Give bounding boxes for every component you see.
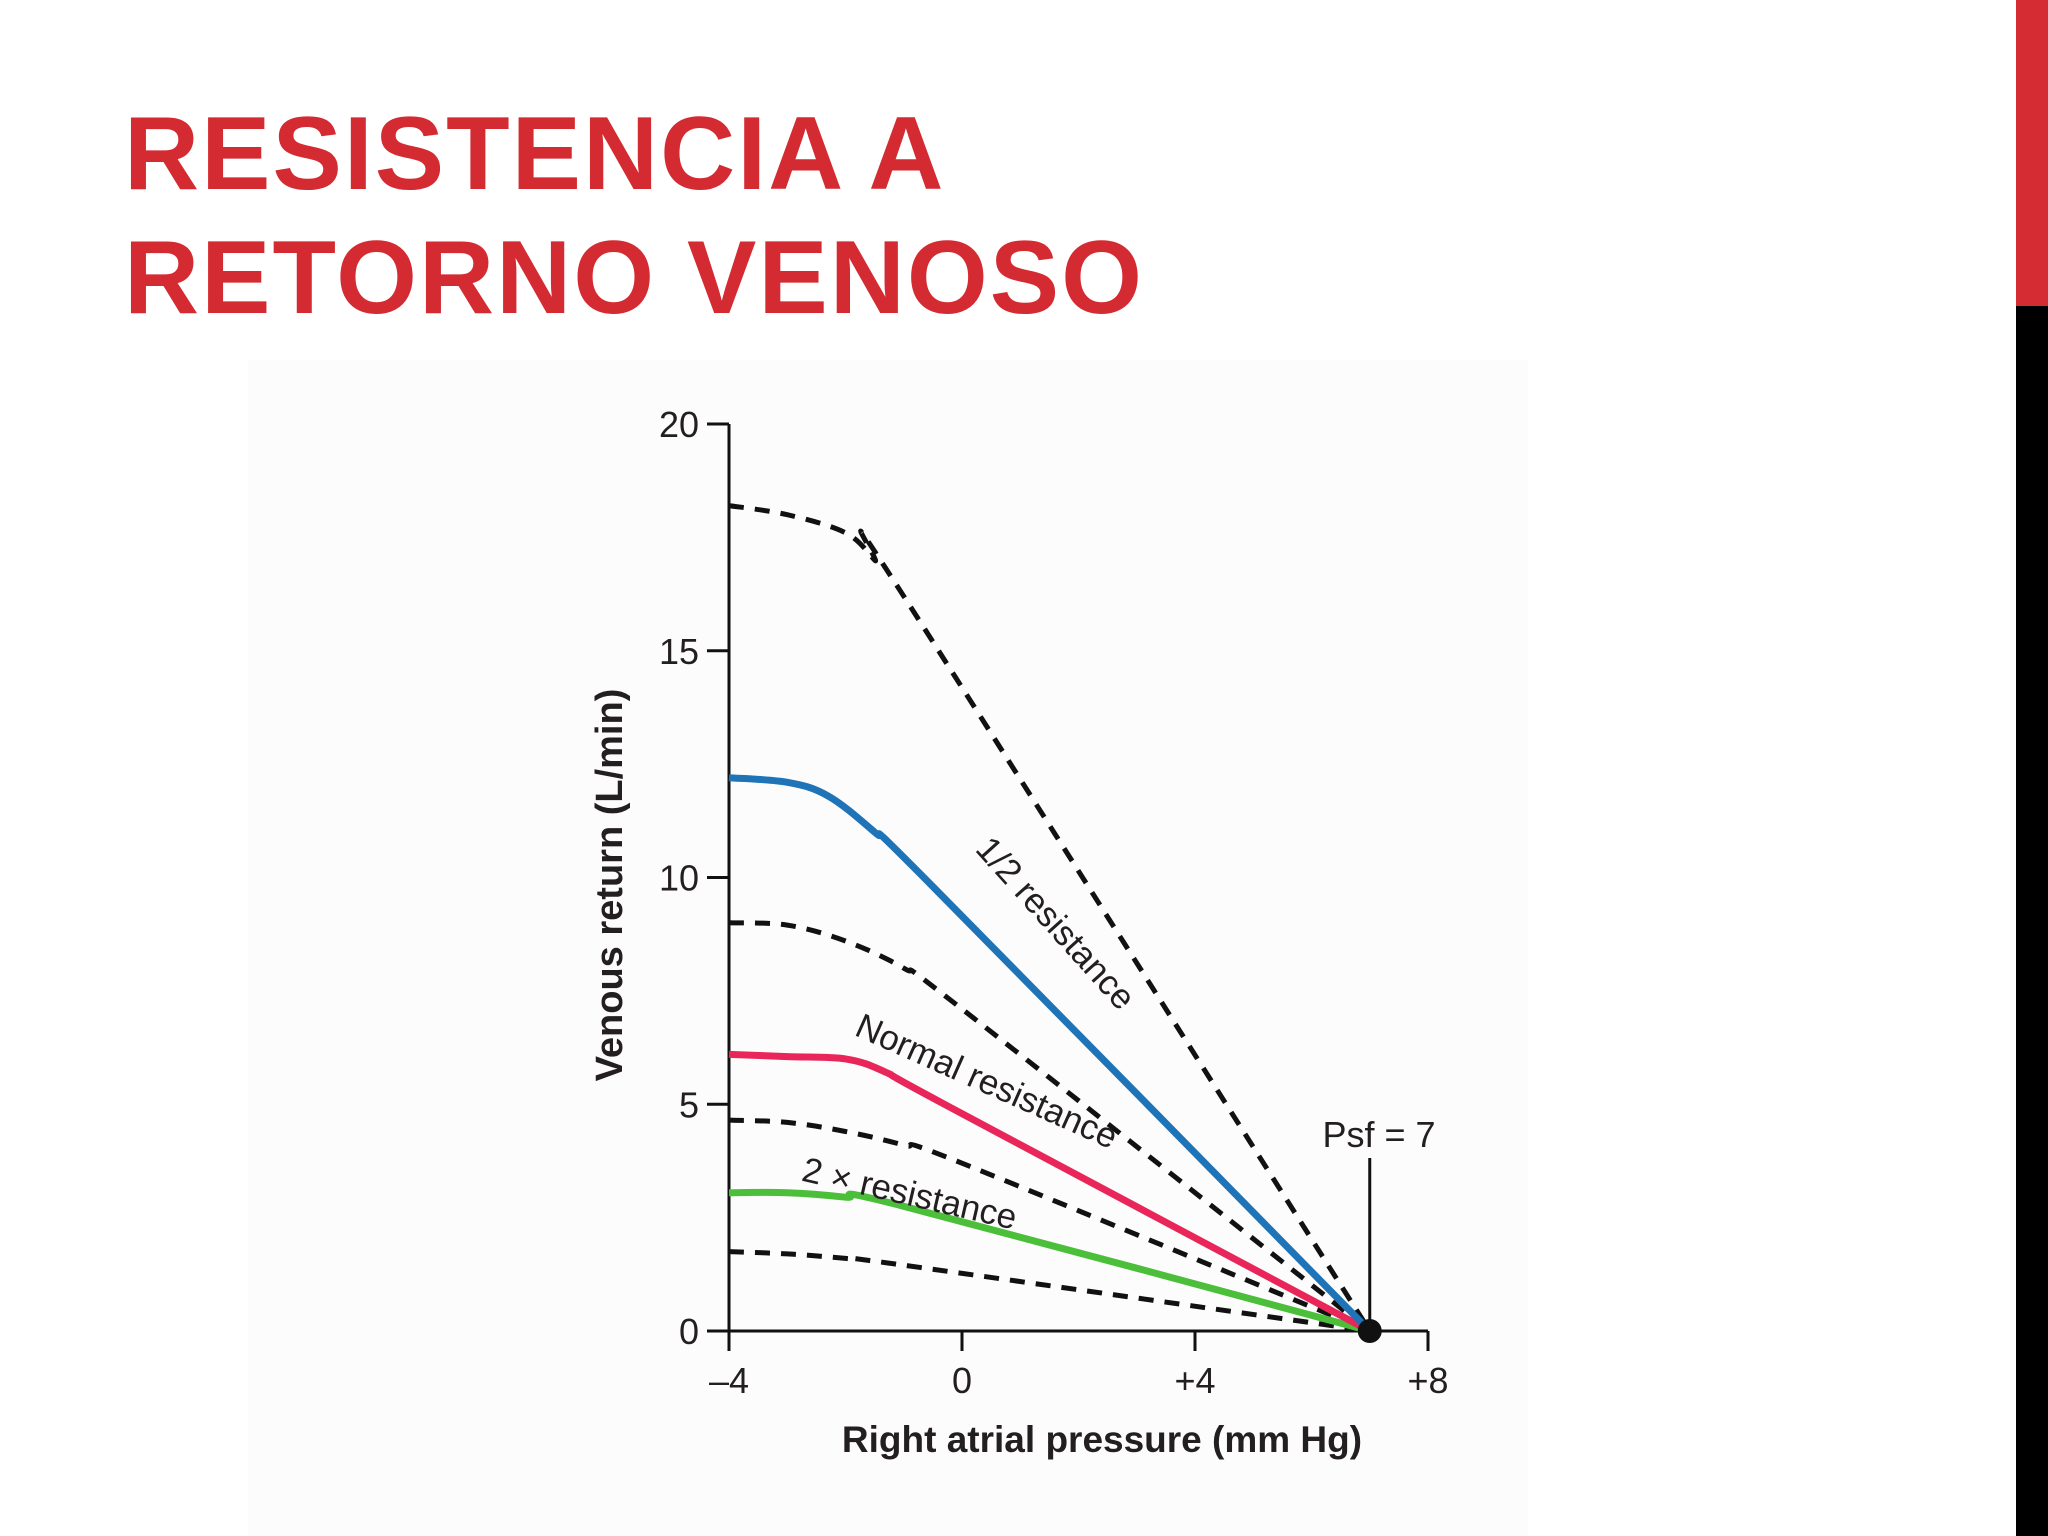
psf-label: Psf = 7 xyxy=(1322,1114,1435,1155)
y-ticks: 0 5 10 15 20 xyxy=(659,404,729,1352)
slide-title-line-1: RESISTENCIA A xyxy=(124,96,946,212)
slide-title-line-2: RETORNO VENOSO xyxy=(124,220,1145,336)
accent-bar-red xyxy=(2016,0,2048,306)
y-tick-label: 15 xyxy=(659,631,699,672)
x-axis-title: Right atrial pressure (mm Hg) xyxy=(842,1419,1362,1460)
dashed-isobar-line-4 xyxy=(728,920,1372,1333)
x-tick-label: +8 xyxy=(1407,1360,1448,1401)
series-label-double-resistance: 2 × resistance xyxy=(799,1150,1021,1237)
y-axis-title: Venous return (L/min) xyxy=(589,689,631,1082)
y-tick-label: 0 xyxy=(679,1311,699,1352)
series-line-2 xyxy=(728,1188,1371,1335)
x-tick-label: 0 xyxy=(952,1360,972,1401)
series-line-0 xyxy=(728,774,1373,1334)
slide-title: RESISTENCIA A RETORNO VENOSO xyxy=(124,92,1144,340)
psf-point xyxy=(1357,1319,1382,1343)
x-tick-label: –4 xyxy=(709,1360,749,1401)
y-tick-label: 20 xyxy=(659,404,699,445)
dashed-isobar-line-5 xyxy=(728,1117,1371,1334)
series-line-1 xyxy=(728,1050,1372,1335)
accent-bar-black xyxy=(2016,306,2048,1536)
dashed-isobar-line-6 xyxy=(728,1249,1371,1334)
dashed-isobar-line-3 xyxy=(728,503,1372,1333)
series-layer xyxy=(728,503,1373,1335)
y-tick-label: 10 xyxy=(659,858,699,899)
series-label-half-resistance: 1/2 resistance xyxy=(968,829,1143,1017)
chart-panel xyxy=(248,360,1528,1536)
x-tick-label: +4 xyxy=(1174,1360,1215,1401)
x-ticks: –4 0 +4 +8 xyxy=(709,1331,1449,1401)
y-tick-label: 5 xyxy=(679,1084,699,1125)
